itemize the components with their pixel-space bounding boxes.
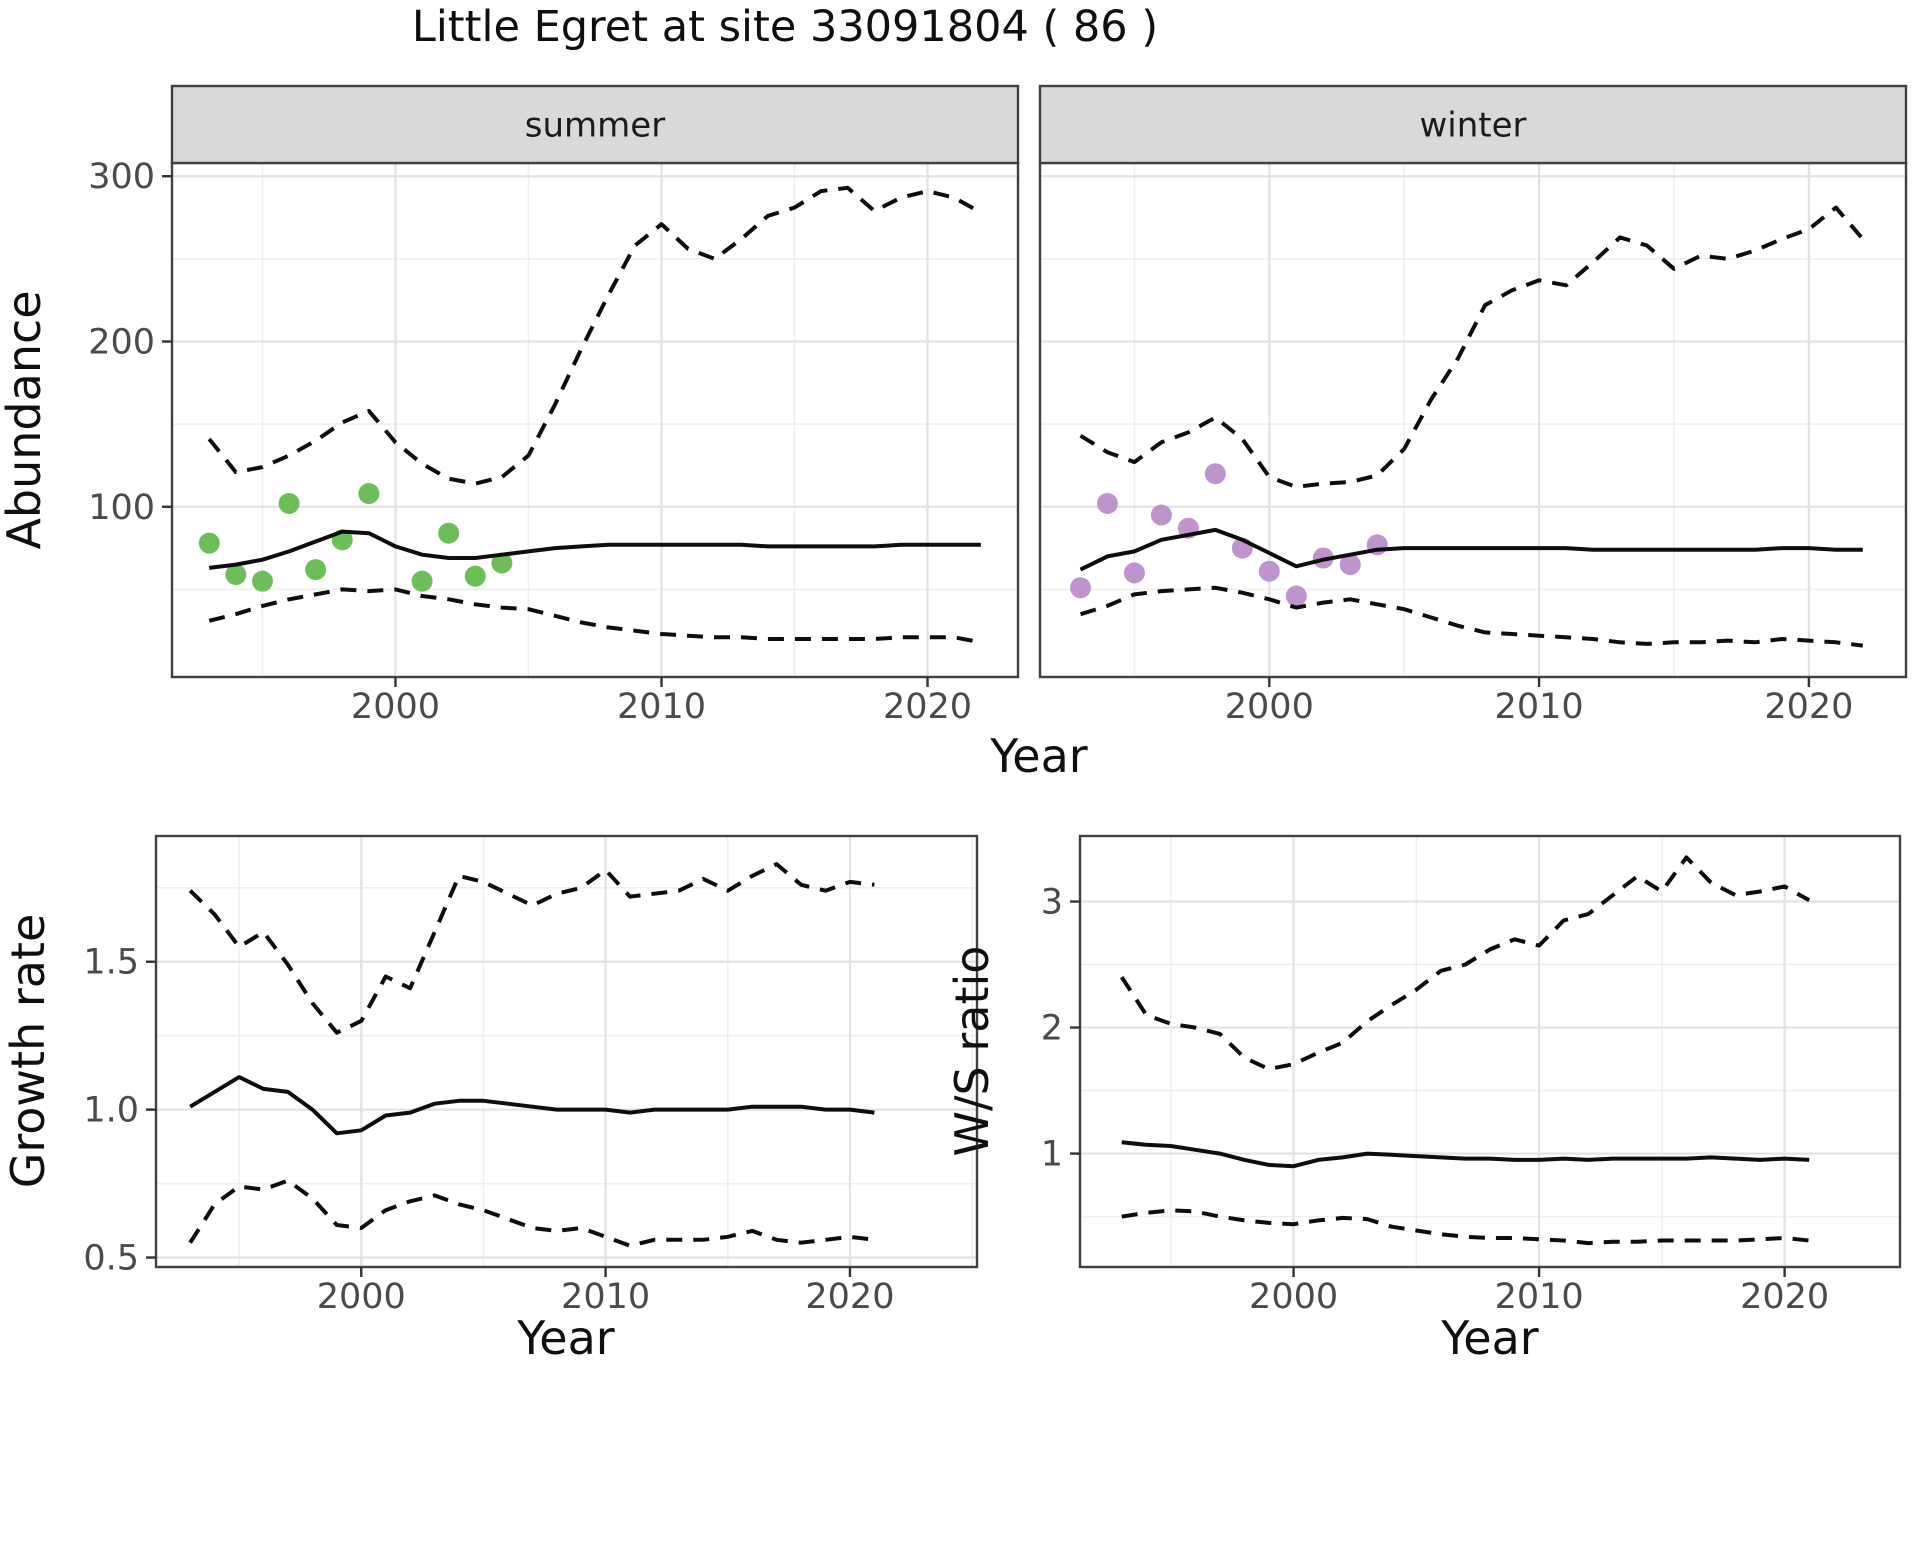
x-tick-label: 2010 — [617, 687, 706, 727]
upper-ci-line — [207, 185, 982, 486]
lower-ci-line — [1121, 1208, 1810, 1246]
y-axis-title: W/S ratio — [945, 946, 999, 1157]
x-tick-label: 2010 — [1495, 1277, 1584, 1317]
panel-border — [1078, 834, 1902, 1269]
median-line — [1121, 1140, 1810, 1169]
series-median — [208, 529, 981, 570]
data-point — [358, 483, 380, 505]
x-tick-label: 2010 — [561, 1277, 650, 1317]
y-axis-title: Growth rate — [1, 914, 55, 1189]
x-axis-title: Year — [989, 729, 1087, 783]
x-tick-label: 2000 — [1249, 1277, 1338, 1317]
x-axis-title: Year — [516, 1311, 614, 1365]
lower-ci-line — [188, 1178, 875, 1248]
x-axis-title: Year — [1440, 1311, 1538, 1365]
data-point — [1285, 585, 1307, 607]
data-point — [464, 565, 486, 587]
data-point — [1150, 504, 1172, 526]
data-point — [278, 492, 300, 514]
y-tick-label: 300 — [88, 157, 155, 197]
data-point — [1204, 463, 1226, 485]
data-point — [491, 552, 513, 574]
upper-ci-line — [188, 862, 875, 1035]
panel-growth-rate: 2000 2010 2020 0.5 1.0 1.5 Year Growth rate — [1, 834, 979, 1365]
series-upper-ci — [188, 862, 875, 1035]
facet-strip — [170, 84, 1020, 165]
x-tick-label: 2020 — [1740, 1277, 1829, 1317]
data-point — [198, 532, 220, 554]
panel-border — [170, 161, 1020, 679]
series-lower-ci — [188, 1178, 875, 1248]
data-point — [1339, 554, 1361, 576]
series-observations — [198, 483, 513, 592]
facet-strip-label: winter — [1419, 106, 1526, 146]
x-tick-label: 2000 — [317, 1277, 406, 1317]
y-tick-label: 1 — [1041, 1135, 1063, 1175]
x-tick-label: 2000 — [1225, 687, 1314, 727]
median-line — [1079, 527, 1863, 572]
median-line — [189, 1075, 875, 1136]
facet-strip — [1038, 84, 1908, 165]
series-median — [1121, 1140, 1810, 1169]
x-tick-label: 2020 — [1764, 687, 1853, 727]
upper-ci-line — [1079, 205, 1865, 489]
series-lower-ci — [208, 587, 982, 645]
data-point — [1258, 560, 1280, 582]
panel-abundance-winter: winter 2000 2010 2020 — [1038, 84, 1908, 727]
data-point — [225, 564, 247, 586]
y-tick-label: 100 — [88, 488, 155, 528]
data-point — [305, 559, 327, 581]
panel-border — [154, 834, 979, 1269]
data-point — [1069, 577, 1091, 599]
data-point — [438, 522, 460, 544]
series-upper-ci — [1120, 855, 1811, 1072]
median-line — [208, 529, 981, 570]
x-tick-label: 2020 — [883, 687, 972, 727]
series-lower-ci — [1121, 1208, 1810, 1246]
y-tick-label: 1.0 — [83, 1091, 139, 1131]
panel-ws-ratio: 2000 2010 2020 1 2 3 Year W/S ratio — [945, 834, 1902, 1365]
y-tick-label: 1.5 — [83, 943, 139, 983]
series-median — [1079, 527, 1863, 572]
data-point — [1123, 562, 1145, 584]
series-lower-ci — [1079, 585, 1864, 648]
data-point — [1096, 492, 1118, 514]
series-upper-ci — [1079, 205, 1865, 489]
y-tick-label: 0.5 — [83, 1239, 139, 1279]
lower-ci-line — [1079, 585, 1864, 648]
panel-border — [1038, 161, 1908, 679]
x-tick-label: 2010 — [1495, 687, 1584, 727]
y-tick-label: 200 — [88, 322, 155, 362]
data-point — [411, 570, 433, 592]
y-tick-label: 3 — [1041, 883, 1063, 923]
y-axis-title: Abundance — [0, 290, 51, 549]
chart-title: Little Egret at site 33091804 ( 86 ) — [411, 2, 1159, 52]
x-tick-label: 2020 — [805, 1277, 894, 1317]
y-tick-label: 2 — [1041, 1009, 1063, 1049]
x-tick-label: 2000 — [351, 687, 440, 727]
lower-ci-line — [208, 587, 982, 645]
series-median — [189, 1075, 875, 1136]
data-point — [251, 570, 273, 592]
panel-abundance-summer: summer 2000 2010 2020 100 200 300 Year Abundance — [0, 84, 1088, 783]
series-upper-ci — [207, 185, 982, 486]
upper-ci-line — [1120, 855, 1811, 1072]
facet-strip-label: summer — [525, 106, 665, 146]
